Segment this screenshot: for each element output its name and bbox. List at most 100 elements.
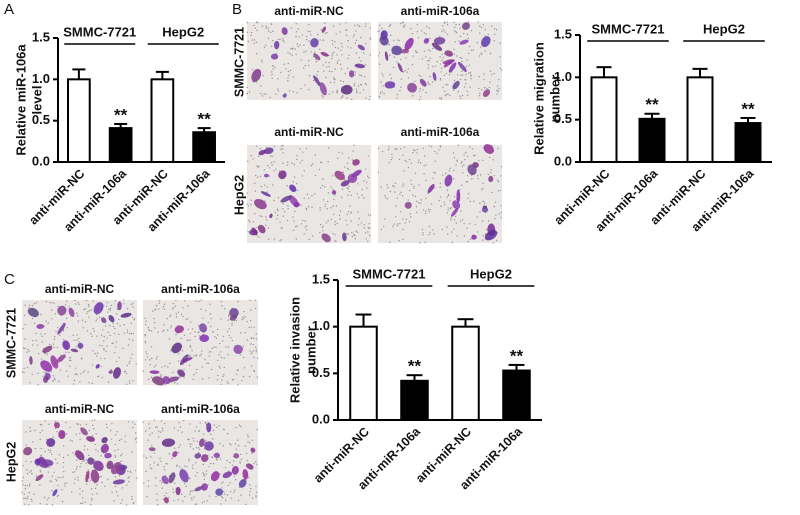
column-label: anti-miR-NC [274,4,344,18]
pore [348,54,350,56]
pore [218,354,220,356]
pore [107,308,110,310]
pore [260,59,263,61]
pore [393,39,395,42]
pore [223,357,225,359]
pore [124,370,127,373]
group-label: HepG2 [470,266,512,281]
pore [336,61,338,63]
column-label: anti-miR-106a [401,125,480,139]
cell [161,438,176,447]
pore [405,161,408,163]
pore [266,191,269,193]
pore [410,216,412,218]
pore [251,439,253,441]
pore [357,183,359,185]
pore [466,94,469,96]
pore [116,431,118,433]
pore [50,371,52,373]
pore [466,90,468,93]
cell [200,454,209,463]
pore [101,345,103,347]
pore [161,427,164,430]
pore [46,503,48,506]
pore [196,440,198,443]
pore [162,498,165,500]
pore [361,194,363,197]
pore [187,339,189,342]
pore [487,33,489,36]
cell [484,230,498,241]
pore [323,22,326,24]
pore [339,210,342,212]
pore [489,81,491,83]
pore [246,86,248,88]
pore [389,241,391,243]
pore [226,432,229,435]
pore [478,159,480,162]
pore [330,207,332,209]
cell [168,376,180,382]
pore [166,318,168,320]
pore [29,430,31,432]
pore [203,475,206,477]
pore [185,361,187,363]
pore [256,226,258,229]
pore [484,233,487,235]
pore [253,39,256,41]
y-tick-label: 0.5 [32,112,50,127]
pore [443,29,445,31]
cell [229,314,238,321]
y-tick-label: 1.5 [554,26,572,41]
pore [295,22,297,25]
pore [276,214,279,216]
pore [154,309,156,311]
pore [322,225,324,227]
cell [251,227,258,236]
cell [29,356,33,365]
pore [142,370,145,372]
pore [451,63,453,65]
cell [171,342,182,354]
pore [483,200,485,203]
pore [296,92,298,94]
pore [404,159,406,162]
cell [384,81,396,89]
pore [322,39,325,41]
pore [349,205,351,207]
pore [338,59,340,61]
pore [148,423,150,425]
pore [440,205,442,207]
pore [334,40,336,43]
pore [323,70,325,72]
pore [189,346,192,348]
pore [434,65,437,67]
pore [53,302,55,304]
pore [342,80,345,83]
pore [126,364,129,367]
pore [90,332,92,335]
pore [82,497,84,499]
pore [368,177,370,179]
pore [328,93,331,95]
pore [441,53,443,56]
pore [166,463,168,465]
pore [77,320,80,322]
pore [227,314,230,316]
pore [447,194,450,196]
pore [248,326,250,329]
pore [300,204,302,206]
pore [54,458,57,460]
pore [82,490,84,492]
pore [299,148,301,150]
pore [131,421,134,424]
pore [39,423,42,426]
pore [396,148,398,151]
pore [332,25,335,27]
pore [219,473,221,475]
pore [445,83,447,86]
pore [459,27,461,29]
pore [155,358,158,360]
pore [291,48,294,50]
cell [354,63,365,69]
